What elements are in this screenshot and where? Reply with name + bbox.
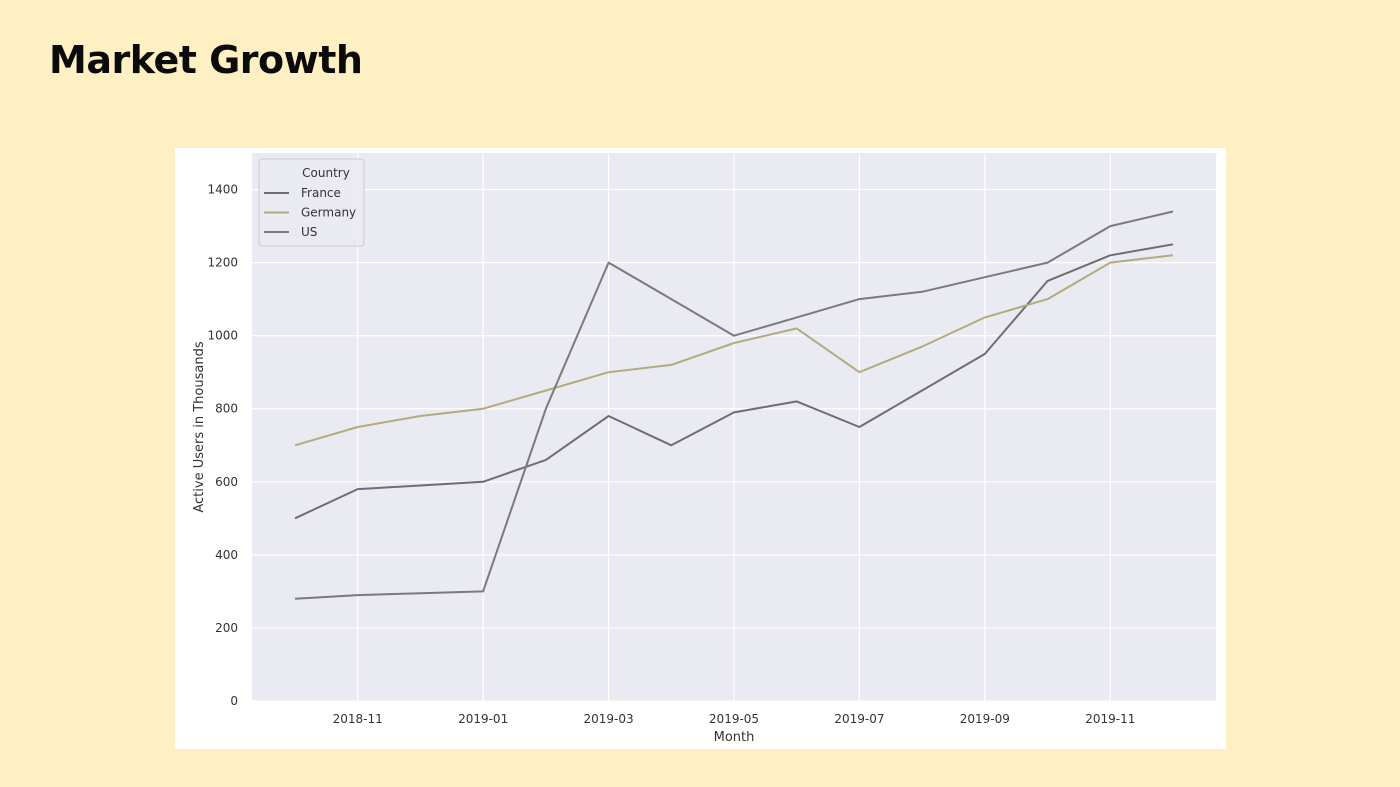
y-axis-ticks: 0 200 400 600 800 1000 1200 1400 xyxy=(207,183,238,708)
y-tick-label: 1400 xyxy=(207,183,238,197)
legend-label-us: US xyxy=(301,225,317,239)
series-lines xyxy=(294,210,1174,600)
y-axis-title: Active Users in Thousands xyxy=(192,341,207,512)
legend-title: Country xyxy=(302,166,350,180)
x-axis-title: Month xyxy=(714,730,755,745)
legend-items: France Germany US xyxy=(264,186,356,239)
y-tick-label: 1200 xyxy=(207,256,238,270)
slide-title: Market Growth xyxy=(49,38,363,82)
x-tick-label: 2019-03 xyxy=(584,712,634,726)
x-axis-ticks: 2018-11 2019-01 2019-03 2019-05 2019-07 2019-… xyxy=(333,712,1136,726)
y-tick-label: 200 xyxy=(215,621,238,635)
series-line-us xyxy=(294,210,1174,600)
x-tick-label: 2019-01 xyxy=(458,712,508,726)
x-tick-label: 2019-11 xyxy=(1085,712,1135,726)
x-tick-label: 2019-05 xyxy=(709,712,759,726)
series-line-germany xyxy=(294,254,1174,447)
x-tick-label: 2018-11 xyxy=(333,712,383,726)
y-tick-label: 400 xyxy=(215,548,238,562)
y-tick-label: 600 xyxy=(215,475,238,489)
x-tick-label: 2019-07 xyxy=(834,712,884,726)
chart-card: 0 200 400 600 800 1000 1200 1400 2018-11 2019-01… xyxy=(175,148,1226,749)
legend-label-france: France xyxy=(301,186,341,200)
legend-box xyxy=(258,158,365,247)
legend-label-germany: Germany xyxy=(301,206,356,220)
legend: Country France Germany US xyxy=(258,158,365,247)
y-tick-label: 1000 xyxy=(207,329,238,343)
line-chart: 0 200 400 600 800 1000 1200 1400 2018-11 2019-01… xyxy=(192,153,1216,745)
y-tick-label: 800 xyxy=(215,402,238,416)
x-tick-label: 2019-09 xyxy=(960,712,1010,726)
y-tick-label: 0 xyxy=(230,694,238,708)
